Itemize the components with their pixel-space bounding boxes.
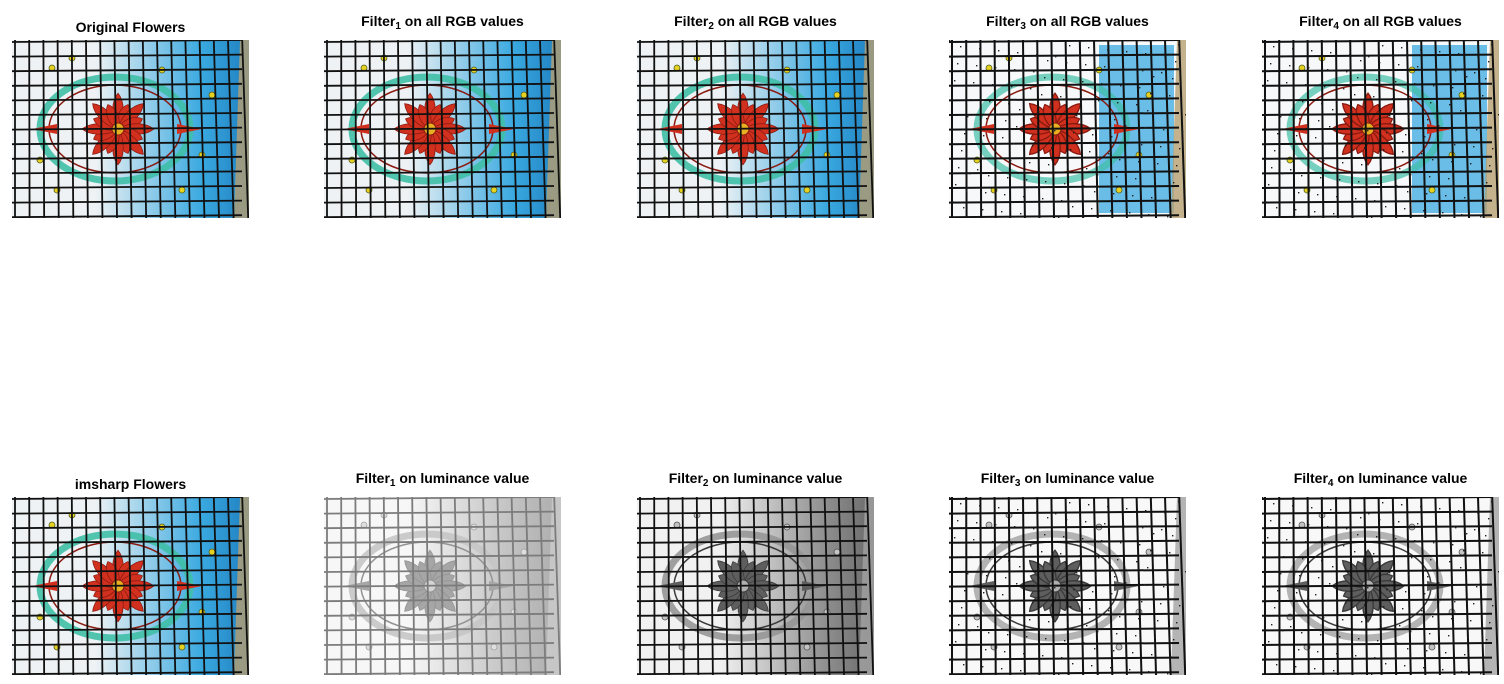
panel-title: Filter3 on luminance value bbox=[980, 470, 1155, 489]
panel-title: Filter4 on all RGB values bbox=[1299, 13, 1462, 32]
lead-grid bbox=[949, 40, 1186, 218]
panel-title: Filter1 on luminance value bbox=[355, 470, 530, 489]
stained-glass-image bbox=[12, 497, 249, 675]
image-filter3-rgb bbox=[949, 40, 1186, 218]
panel-title: Filter2 on all RGB values bbox=[674, 13, 837, 32]
panel-original: Original Flowers bbox=[12, 19, 249, 219]
lead-grid bbox=[949, 497, 1186, 675]
lead-grid bbox=[1262, 40, 1499, 218]
image-original bbox=[12, 40, 249, 218]
stained-glass-image bbox=[1262, 40, 1499, 218]
lead-grid bbox=[324, 497, 561, 675]
image-filter1-luminance bbox=[324, 497, 561, 675]
image-filter4-luminance bbox=[1262, 497, 1499, 675]
panel-filter1-rgb: Filter1 on all RGB values bbox=[324, 13, 561, 219]
stained-glass-image bbox=[1262, 497, 1499, 675]
panel-title: Filter2 on luminance value bbox=[668, 470, 843, 489]
stained-glass-image bbox=[949, 497, 1186, 675]
image-filter4-rgb bbox=[1262, 40, 1499, 218]
lead-grid bbox=[324, 40, 561, 218]
panel-filter4-rgb: Filter4 on all RGB values bbox=[1262, 13, 1499, 219]
image-filter2-rgb bbox=[637, 40, 874, 218]
stained-glass-image bbox=[949, 40, 1186, 218]
panel-filter3-rgb: Filter3 on all RGB values bbox=[949, 13, 1186, 219]
panel-filter3-luminance: Filter3 on luminance value bbox=[949, 470, 1186, 676]
lead-grid bbox=[12, 497, 249, 675]
stained-glass-image bbox=[324, 497, 561, 675]
stained-glass-image bbox=[637, 497, 874, 675]
stained-glass-image bbox=[637, 40, 874, 218]
panel-filter4-luminance: Filter4 on luminance value bbox=[1262, 470, 1499, 676]
panel-filter2-luminance: Filter2 on luminance value bbox=[637, 470, 874, 676]
lead-grid bbox=[637, 497, 874, 675]
image-filter1-rgb bbox=[324, 40, 561, 218]
panel-title: Filter1 on all RGB values bbox=[361, 13, 524, 32]
panel-filter2-rgb: Filter2 on all RGB values bbox=[637, 13, 874, 219]
flower-ornament bbox=[1018, 549, 1092, 623]
lead-grid bbox=[12, 40, 249, 218]
lead-grid bbox=[1262, 497, 1499, 675]
lead-grid bbox=[637, 40, 874, 218]
panel-title: imsharp Flowers bbox=[74, 476, 187, 492]
stained-glass-image bbox=[324, 40, 561, 218]
flower-ornament bbox=[706, 549, 780, 623]
panel-title: Filter4 on luminance value bbox=[1293, 470, 1468, 489]
image-filter2-luminance bbox=[637, 497, 874, 675]
panel-imsharp: imsharp Flowers bbox=[12, 476, 249, 676]
panel-filter1-luminance: Filter1 on luminance value bbox=[324, 470, 561, 676]
image-filter3-luminance bbox=[949, 497, 1186, 675]
panel-title: Filter3 on all RGB values bbox=[986, 13, 1149, 32]
panel-title: Original Flowers bbox=[75, 19, 186, 35]
flower-ornament bbox=[1018, 92, 1092, 166]
image-imsharp bbox=[12, 497, 249, 675]
stained-glass-image bbox=[12, 40, 249, 218]
